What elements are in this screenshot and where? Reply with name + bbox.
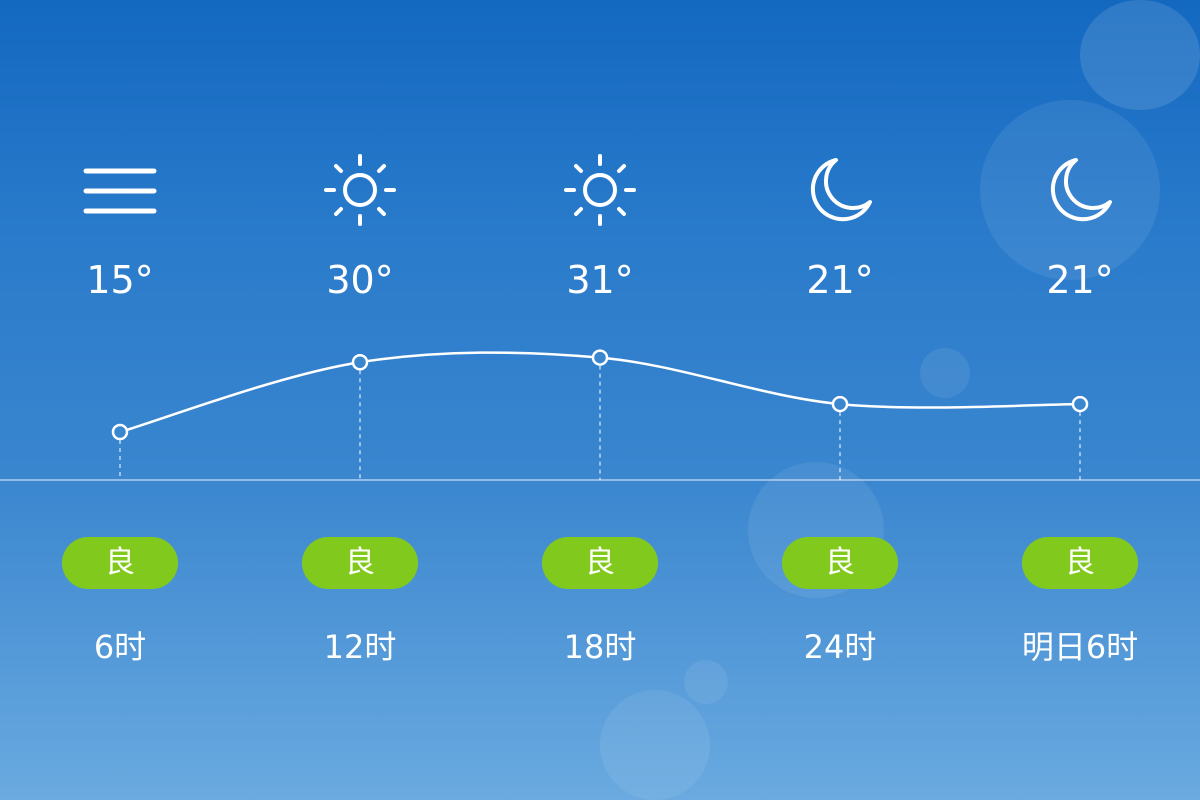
temperature-point xyxy=(111,423,129,441)
temperature-label: 30° xyxy=(326,258,394,302)
bokeh-decoration xyxy=(980,100,1160,280)
air-quality-badge: 良 xyxy=(542,537,658,589)
air-quality-badge: 良 xyxy=(1022,537,1138,589)
time-label: 12时 xyxy=(323,628,397,666)
air-quality-badge: 良 xyxy=(782,537,898,589)
temperature-label: 21° xyxy=(1046,258,1114,302)
menu-icon[interactable] xyxy=(80,150,160,230)
temperature-point xyxy=(351,354,369,371)
time-label: 明日6时 xyxy=(1021,628,1139,666)
time-label: 6时 xyxy=(93,628,147,666)
temperature-label: 15° xyxy=(86,258,154,302)
temperature-point xyxy=(1071,395,1089,413)
sun-icon xyxy=(320,150,400,230)
bokeh-decoration xyxy=(600,690,710,800)
temperature-label: 21° xyxy=(806,258,874,302)
temperature-point xyxy=(831,395,849,413)
moon-icon xyxy=(1040,150,1120,230)
air-quality-badge: 良 xyxy=(62,537,178,589)
bokeh-decoration xyxy=(1080,0,1200,110)
bokeh-decoration xyxy=(684,660,728,704)
temperature-label: 31° xyxy=(566,258,634,302)
moon-icon xyxy=(800,150,880,230)
temperature-point xyxy=(591,349,609,366)
air-quality-badge: 良 xyxy=(302,537,418,589)
bokeh-decoration xyxy=(920,348,970,398)
time-label: 18时 xyxy=(563,628,637,666)
time-label: 24时 xyxy=(803,628,877,666)
sun-icon xyxy=(560,150,640,230)
